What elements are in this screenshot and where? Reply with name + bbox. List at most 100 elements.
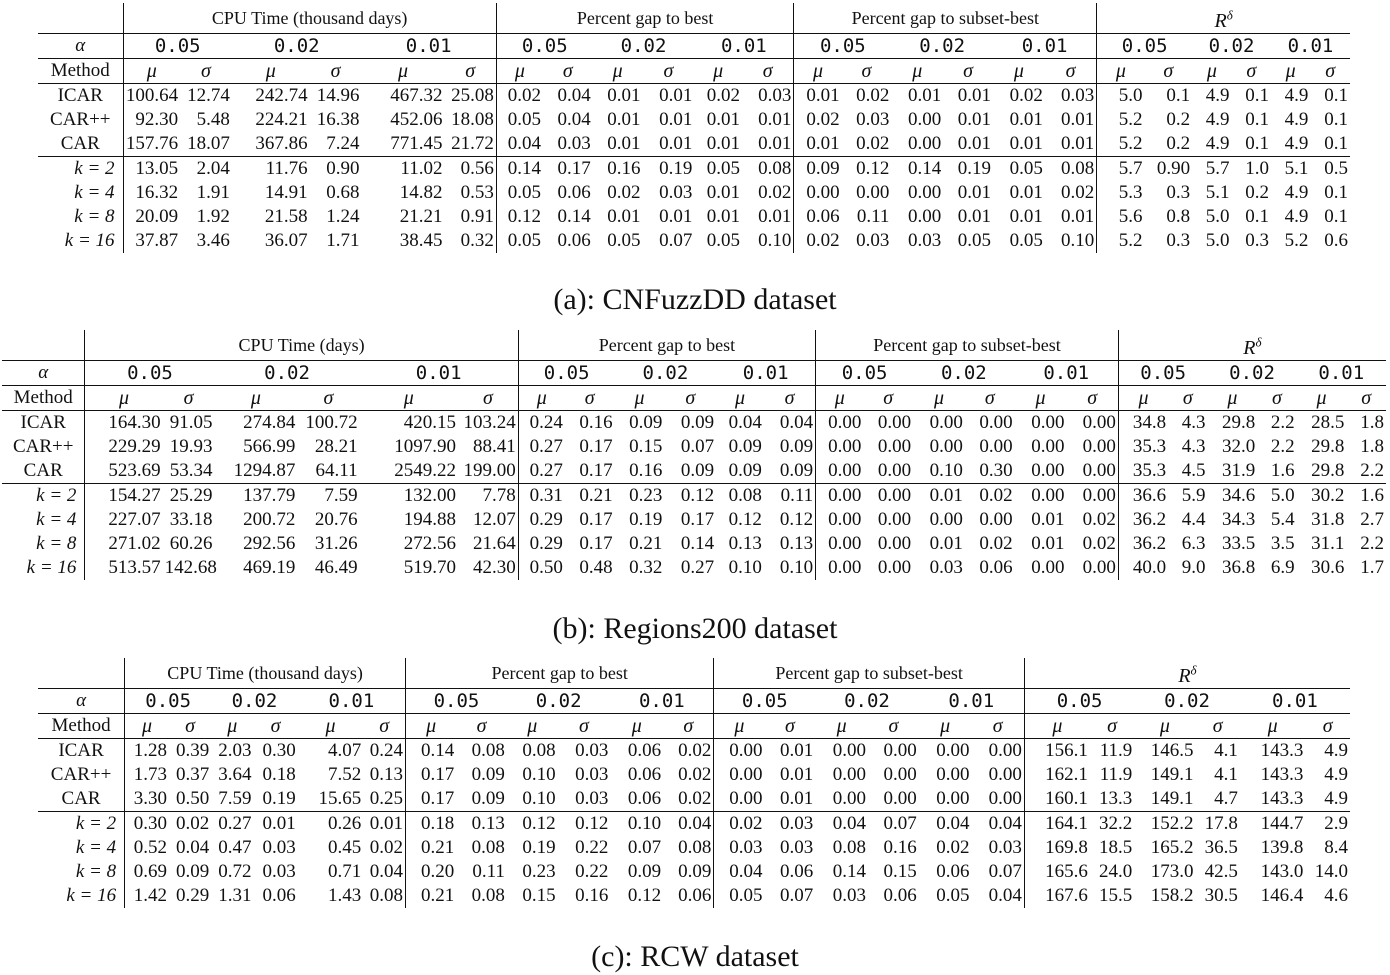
stddev-header: σ xyxy=(180,58,232,84)
group-header: CPU Time (thousand days) xyxy=(123,3,497,34)
table-cell: 7.24 xyxy=(326,132,360,154)
table-cell: 0.17 xyxy=(542,155,593,181)
table-cell: 0.17 xyxy=(579,508,613,530)
table-cell: 60.26 xyxy=(169,532,213,554)
table-cell: 0.00 xyxy=(815,482,864,508)
stddev-header: σ xyxy=(1044,58,1098,84)
table-cell: 30.6 xyxy=(1311,556,1345,578)
table-cell: 0.05 xyxy=(507,108,541,130)
table-cell: 0.09 xyxy=(627,860,662,882)
table-cell: 0.04 xyxy=(663,810,715,836)
table-cell: 144.7 xyxy=(1239,810,1306,836)
table-cell: 0.00 xyxy=(971,786,1025,812)
table-cell: 0.13 xyxy=(363,762,407,787)
alpha-value: 0.01 xyxy=(1270,32,1350,59)
table-cell: 0.11 xyxy=(763,482,817,508)
table-cell: 0.00 xyxy=(929,435,963,457)
table-cell: 0.02 xyxy=(663,738,715,763)
table-cell: 367.86 xyxy=(255,132,308,154)
table-cell: 0.04 xyxy=(971,883,1025,908)
table-cell: 0.17 xyxy=(420,787,455,809)
table-cell: 152.2 xyxy=(1134,810,1196,836)
table-cell: 199.00 xyxy=(458,458,519,484)
table-cell: 224.21 xyxy=(255,108,308,130)
table-cell: 0.03 xyxy=(832,884,867,906)
alpha-value: 0.05 xyxy=(793,32,892,59)
r-delta-superscript: δ xyxy=(1190,662,1197,677)
table-cell: 2.9 xyxy=(1305,810,1350,836)
alpha-value: 0.02 xyxy=(231,32,362,59)
table-cell: 0.06 xyxy=(627,787,662,809)
table-cell: 0.06 xyxy=(806,205,840,227)
table-cell: 0.00 xyxy=(971,738,1025,763)
method-label: k = 2 xyxy=(38,810,126,836)
mean-header: μ xyxy=(1270,58,1311,84)
table-cell: 7.59 xyxy=(218,787,252,809)
table-cell: 0.27 xyxy=(680,556,715,578)
table-cell: 154.27 xyxy=(84,482,163,508)
table-cell: 4.3 xyxy=(1181,411,1206,433)
table-cell: 1.73 xyxy=(133,763,167,785)
table-cell: 0.10 xyxy=(742,228,795,253)
table-cell: 0.03 xyxy=(575,787,609,809)
table-cell: 38.45 xyxy=(399,229,443,251)
alpha-value: 0.01 xyxy=(1014,359,1119,386)
table-cell: 0.1 xyxy=(1166,84,1191,106)
table-cell: 146.4 xyxy=(1260,884,1304,906)
alpha-value: 0.01 xyxy=(1239,687,1350,714)
table-cell: 467.32 xyxy=(390,84,443,106)
table-cell: 164.1 xyxy=(1024,810,1090,836)
table-cell: 0.00 xyxy=(907,132,942,154)
table-cell: 0.06 xyxy=(557,181,591,203)
mean-header: μ xyxy=(231,58,310,84)
table-row: k = 2 0.30 0.02 0.27 0.01 0.26 0.01 0.18 0.13 0.1… xyxy=(38,810,1350,836)
table-cell: 0.01 xyxy=(806,84,840,106)
table-cell: 0.48 xyxy=(579,556,613,578)
table-cell: 0.00 xyxy=(883,739,917,761)
table-cell: 0.00 xyxy=(1031,411,1065,433)
table-cell: 20.09 xyxy=(135,205,179,227)
table-row: k = 16 37.87 3.46 36.07 1.71 38.45 0.32 0.05 0.0… xyxy=(38,228,1350,253)
table-row: ICAR 100.64 12.74 242.74 14.96 467.32 25.08 0.0… xyxy=(38,83,1350,108)
table-cell: 0.17 xyxy=(579,435,613,457)
table-cell: 229.29 xyxy=(108,435,161,457)
table-cell: 0.09 xyxy=(763,434,817,459)
table-cell: 2.04 xyxy=(180,155,232,181)
table-cell: 4.9 xyxy=(1324,787,1348,809)
table-cell: 1.42 xyxy=(133,884,167,906)
table-cell: 32.0 xyxy=(1221,435,1256,457)
group-header: Rδ xyxy=(1024,658,1350,688)
alpha-value: 0.02 xyxy=(214,359,360,386)
method-label: k = 2 xyxy=(2,482,86,508)
mean-header: μ xyxy=(1118,385,1169,411)
stddev-header: σ xyxy=(1310,58,1350,84)
table-cell: 0.08 xyxy=(471,884,505,906)
table-cell: 0.24 xyxy=(529,411,563,433)
table-cell: 0.00 xyxy=(979,508,1013,530)
table-cell: 4.3 xyxy=(1181,435,1206,457)
table-cell: 0.04 xyxy=(557,108,591,130)
table-cell: 5.7 xyxy=(1192,155,1232,181)
table-cell: 7.59 xyxy=(297,482,360,508)
table-cell: 0.17 xyxy=(680,508,715,530)
table-cell: 4.9 xyxy=(1205,132,1230,154)
table-cell: 29.8 xyxy=(1311,435,1345,457)
table-cell: 31.8 xyxy=(1311,508,1345,530)
table-cell: 2.2 xyxy=(1360,532,1384,554)
table-cell: 0.11 xyxy=(856,205,890,227)
table-cell: 0.03 xyxy=(575,739,609,761)
table-cell: 21.58 xyxy=(264,205,308,227)
table-cell: 7.52 xyxy=(328,763,362,785)
stddev-header: σ xyxy=(1066,385,1119,411)
r-delta-superscript: δ xyxy=(1226,7,1233,22)
table-cell: 0.00 xyxy=(883,763,917,785)
table-cell: 0.02 xyxy=(964,482,1015,508)
stddev-header: σ xyxy=(444,58,497,84)
table-cell: 7.78 xyxy=(458,482,519,508)
method-label: k = 8 xyxy=(2,531,86,556)
table-cell: 28.5 xyxy=(1311,411,1345,433)
stddev-header: σ xyxy=(663,713,715,739)
method-label: ICAR xyxy=(38,738,126,763)
table-cell: 0.3 xyxy=(1245,229,1269,251)
table-cell: 0.00 xyxy=(1031,556,1065,578)
